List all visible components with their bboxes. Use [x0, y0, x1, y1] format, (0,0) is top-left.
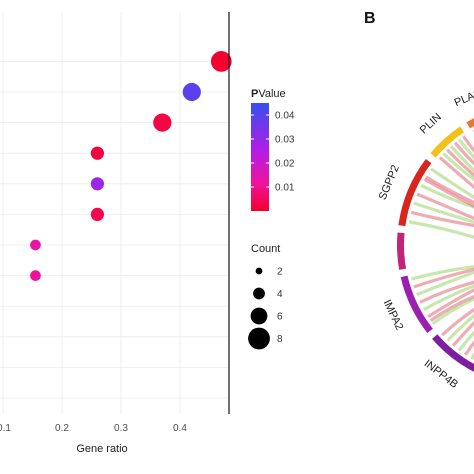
gene-arc: [398, 158, 432, 227]
chord-ribbon: [413, 201, 474, 224]
data-point: [90, 177, 104, 191]
dot-plot-panel: 0.1 0.2 0.3 0.4 Gene ratio: [0, 12, 232, 455]
chord-ribbon: [423, 177, 474, 208]
chord-ribbon: [442, 152, 474, 182]
chord-ribbon: [410, 265, 474, 281]
chord-diagram: APOA1PLA2G2APLINSGPP2ETNPPLIMPA2INPP4B: [377, 79, 474, 391]
grid-lines: [0, 12, 228, 414]
x-axis-title: Gene ratio: [76, 443, 127, 455]
x-tick-label: 0.2: [55, 423, 69, 434]
chord-ribbon: [429, 295, 474, 322]
chord-ribbon: [438, 156, 474, 190]
gene-arc: [432, 334, 474, 372]
x-tick-label: 0.1: [0, 423, 11, 434]
data-point: [30, 239, 41, 251]
color-tick-label: 0.04: [275, 111, 295, 122]
chord-ribbon: [422, 284, 474, 312]
gene-label: SGPP2: [377, 163, 402, 201]
gene-label: PLIN: [418, 111, 444, 136]
gene-arc: [466, 118, 474, 129]
gene-arc: [400, 275, 433, 334]
size-legend-title: Count: [251, 243, 280, 255]
size-legend-label: 8: [277, 334, 283, 345]
chord-ribbon: [416, 270, 474, 297]
color-tick-label: 0.02: [275, 159, 295, 170]
size-legend-label: 4: [277, 289, 283, 300]
color-tick-label: 0.01: [275, 183, 295, 194]
size-legend-items: 2 4 6 8: [248, 267, 283, 350]
chord-ribbon: [431, 297, 474, 325]
chord-ribbon: [427, 288, 474, 319]
gene-arc: [430, 126, 464, 158]
chord-ribbon: [445, 148, 474, 178]
gene-label: PLA2G2A: [453, 79, 474, 109]
gene-label: INPP4B: [422, 358, 460, 391]
size-legend-dot: [250, 307, 268, 325]
chord-ribbon: [446, 313, 474, 342]
data-point: [210, 51, 232, 72]
size-legend-label: 6: [277, 312, 283, 323]
chord-ribbon: [419, 280, 474, 304]
size-legend-dot: [248, 327, 270, 350]
color-bar: [251, 103, 269, 211]
color-tick-label: 0.03: [275, 135, 295, 146]
x-tick-label: 0.3: [114, 423, 128, 434]
size-legend-label: 2: [277, 267, 283, 278]
data-point: [182, 82, 201, 102]
color-legend-title: PValue: [251, 88, 286, 100]
gene-arc: [397, 232, 407, 270]
chord-ribbon: [413, 267, 474, 289]
size-legend-dot: [253, 287, 265, 300]
chord-ribbon: [420, 183, 474, 209]
pvalue-color-legend: PValue 0.04 0.03 0.02 0.01: [251, 88, 295, 211]
gene-label: IMPA2: [381, 298, 406, 332]
chord-ribbon: [410, 210, 474, 228]
data-point: [90, 146, 104, 160]
chord-ribbon: [416, 192, 474, 221]
x-axis-ticks: 0.1 0.2 0.3 0.4: [0, 423, 187, 434]
color-legend-ticks: 0.04 0.03 0.02 0.01: [251, 111, 295, 194]
data-point: [153, 113, 172, 132]
size-legend-dot: [255, 267, 263, 275]
data-point: [30, 270, 41, 281]
chord-ribbon: [441, 307, 474, 337]
x-tick-label: 0.4: [173, 423, 187, 434]
panel-label-b: B: [364, 10, 376, 27]
chord-ribbon: [430, 167, 474, 200]
chord-ribbon: [424, 175, 474, 205]
count-size-legend: Count 2 4 6 8: [248, 243, 283, 350]
data-points: [30, 51, 232, 281]
data-point: [90, 207, 104, 221]
chord-ribbon: [408, 220, 474, 239]
